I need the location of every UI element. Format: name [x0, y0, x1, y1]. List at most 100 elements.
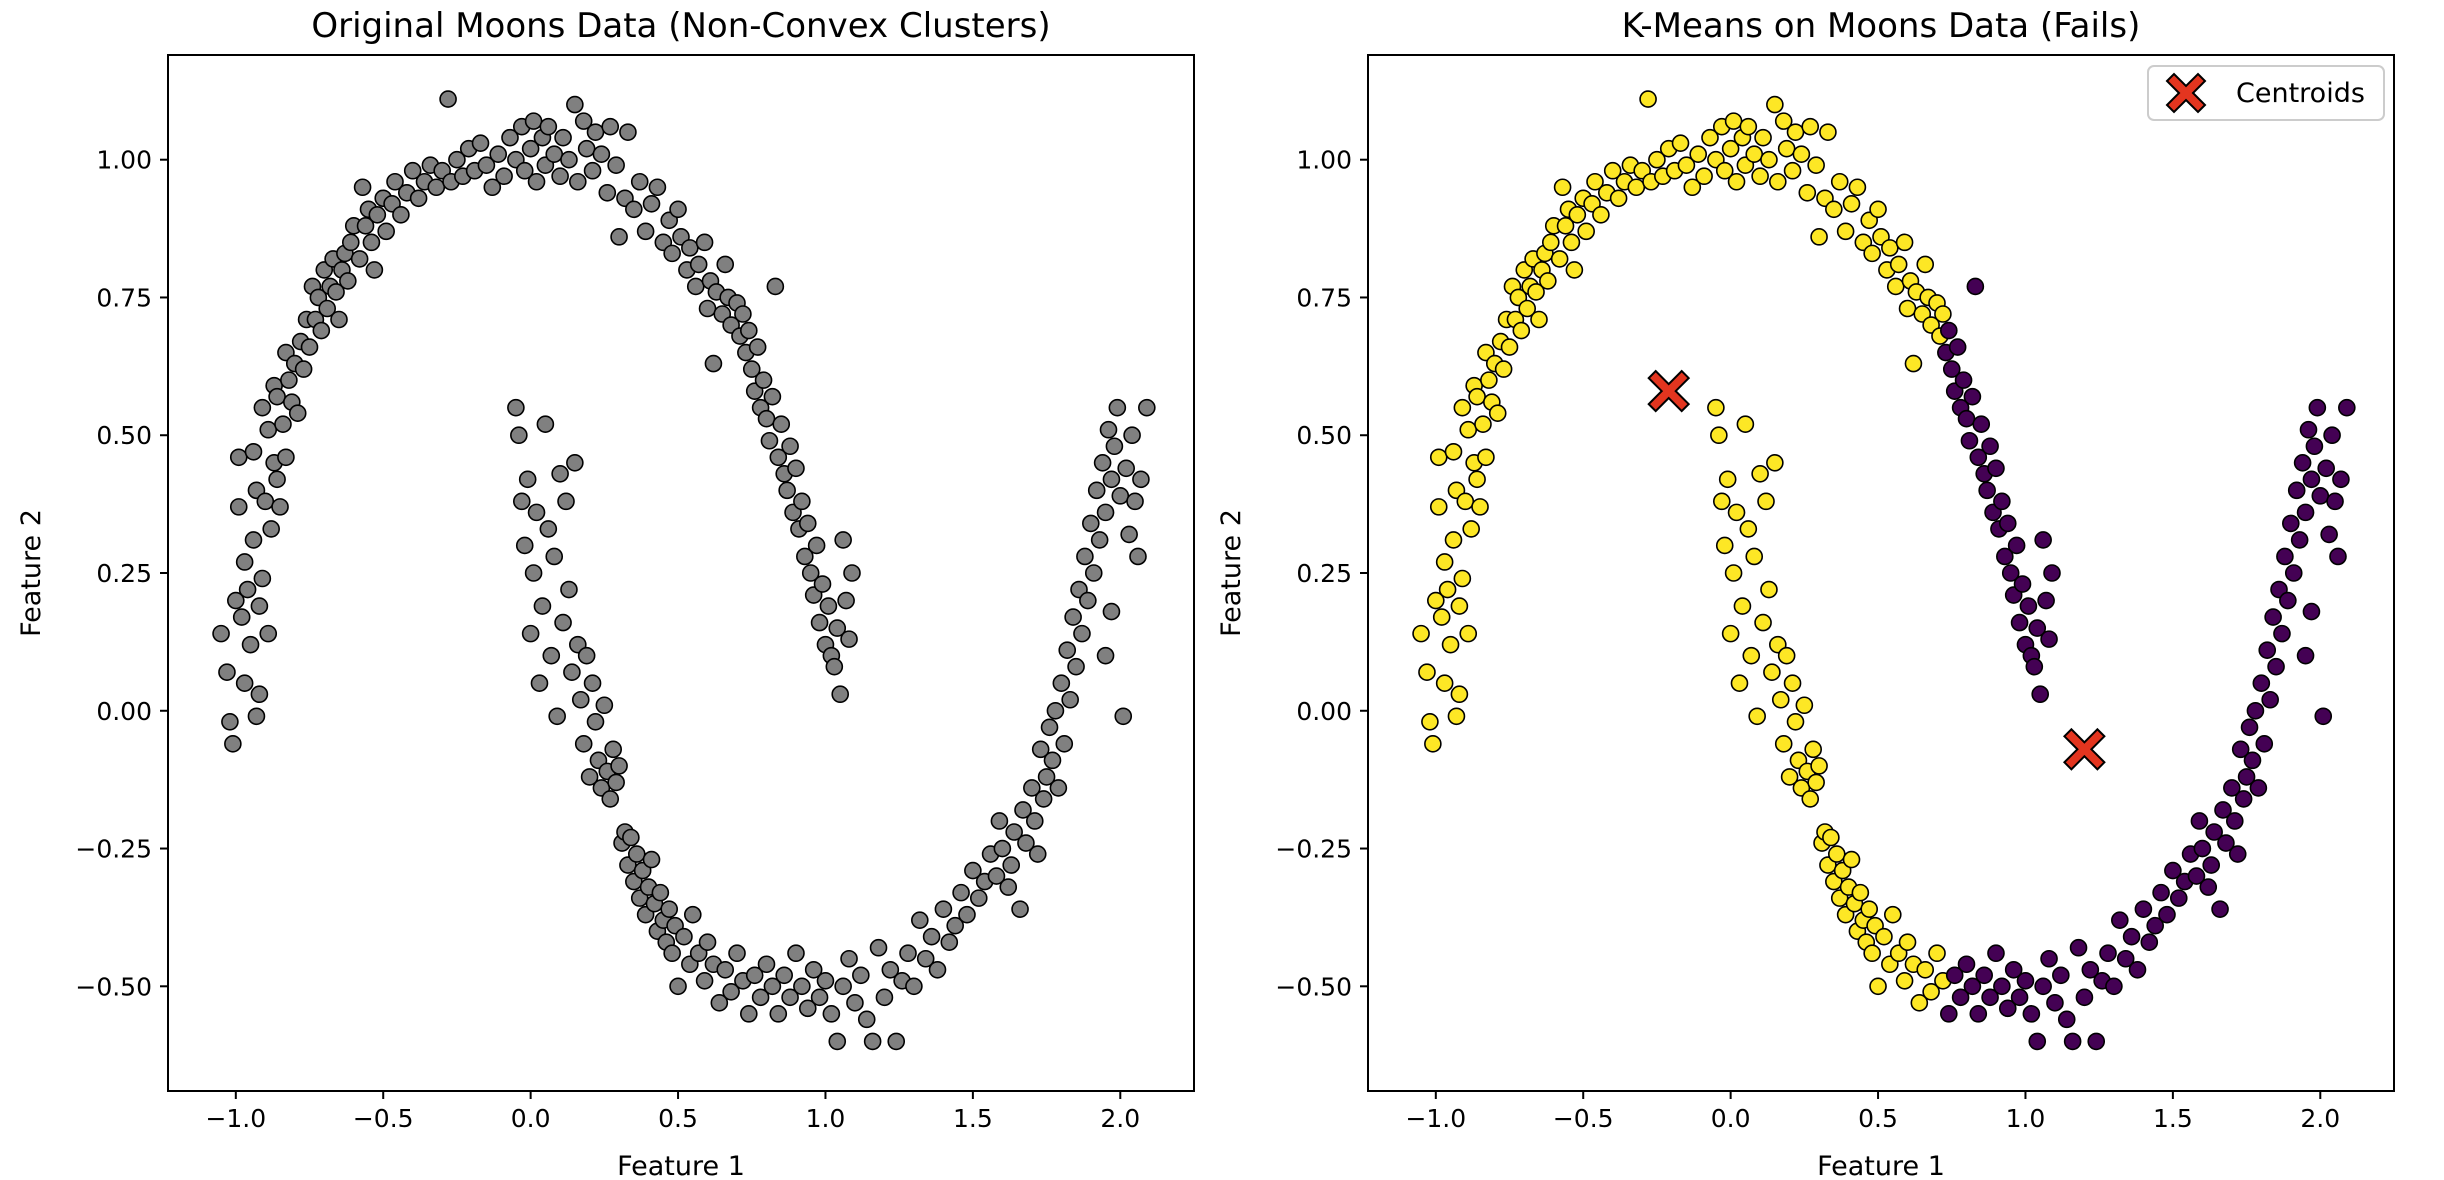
data-point	[1863, 244, 1881, 263]
data-point	[1957, 409, 1976, 428]
data-point	[2267, 657, 2285, 676]
data-point	[2199, 878, 2218, 896]
data-point	[477, 156, 496, 175]
data-point	[1910, 994, 1929, 1012]
data-point	[760, 431, 779, 450]
data-point	[601, 790, 620, 808]
data-point	[341, 233, 360, 252]
data-point	[857, 1010, 876, 1029]
data-point	[728, 944, 746, 963]
data-point	[495, 167, 513, 186]
data-point	[577, 646, 596, 665]
data-point	[810, 613, 829, 632]
data-point	[607, 156, 625, 175]
data-point	[1058, 641, 1077, 659]
data-point	[1480, 371, 1498, 389]
data-point	[787, 944, 805, 963]
data-point	[2043, 564, 2061, 582]
data-point	[427, 178, 446, 197]
data-point	[224, 735, 242, 753]
data-point	[740, 321, 758, 340]
data-point	[1459, 420, 1478, 439]
data-point	[1073, 624, 1091, 643]
data-point	[958, 905, 976, 924]
data-point	[1715, 161, 1734, 180]
data-point	[1987, 944, 2005, 963]
data-point	[669, 200, 687, 219]
data-point	[527, 503, 546, 522]
x-tick-label: 0.5	[658, 1104, 698, 1133]
data-point	[1471, 498, 1489, 516]
data-point	[471, 134, 490, 152]
data-point	[253, 569, 272, 588]
data-point	[2323, 426, 2341, 445]
data-point	[1895, 233, 1914, 252]
data-point	[1102, 470, 1121, 489]
data-point	[560, 150, 578, 169]
data-point	[2255, 735, 2274, 753]
data-point	[2311, 487, 2330, 505]
data-point	[1494, 360, 1513, 378]
data-point	[1940, 321, 1958, 340]
data-point	[1975, 966, 1993, 985]
data-point	[1948, 338, 1967, 356]
data-point	[583, 674, 602, 693]
data-point	[1736, 415, 1755, 434]
data-point	[669, 977, 687, 996]
data-point	[2308, 398, 2327, 417]
data-point	[1459, 624, 1478, 643]
data-point	[259, 420, 278, 439]
data-point	[1715, 536, 1734, 555]
data-point	[1111, 487, 1130, 505]
x-axis-label: Feature 1	[1817, 1151, 1945, 1180]
data-point	[1427, 591, 1445, 610]
data-point	[1739, 117, 1758, 136]
data-point	[2243, 751, 2262, 770]
data-point	[274, 415, 292, 434]
data-point	[911, 911, 929, 929]
data-point	[686, 277, 705, 296]
data-point	[781, 437, 799, 456]
data-point	[386, 172, 404, 191]
data-point	[1477, 448, 1495, 467]
data-point	[2052, 966, 2070, 985]
data-point	[1822, 828, 1840, 847]
data-point	[627, 845, 646, 863]
data-point	[510, 426, 528, 445]
data-point	[651, 883, 670, 902]
data-point	[1441, 635, 1460, 654]
data-point	[916, 949, 935, 968]
data-point	[2279, 591, 2297, 610]
data-point	[1421, 712, 1439, 731]
data-point	[2249, 779, 2268, 797]
data-point	[1889, 255, 1908, 274]
data-point	[1052, 674, 1071, 693]
data-point	[1827, 845, 1846, 863]
data-point	[235, 553, 254, 571]
data-point	[1774, 112, 1793, 130]
data-point	[798, 514, 817, 533]
data-point	[1795, 696, 1814, 715]
data-point	[1105, 437, 1124, 456]
data-point	[1099, 420, 1118, 439]
data-point	[1117, 459, 1135, 478]
data-point	[554, 128, 572, 147]
data-point	[1592, 206, 1610, 224]
data-point	[1786, 712, 1805, 731]
data-point	[704, 354, 723, 373]
data-point	[778, 481, 796, 500]
data-point	[518, 470, 537, 489]
data-point	[2273, 624, 2291, 643]
data-point	[887, 1032, 906, 1051]
data-point	[339, 272, 357, 290]
data-point	[1568, 206, 1587, 224]
data-point	[1671, 134, 1690, 152]
data-point	[1895, 971, 1914, 990]
data-point	[1037, 768, 1056, 786]
data-point	[2296, 646, 2315, 665]
data-point	[2296, 503, 2315, 522]
data-point	[2013, 575, 2032, 593]
data-point	[1550, 250, 1569, 268]
data-point	[2034, 977, 2052, 996]
data-point	[2099, 944, 2117, 963]
